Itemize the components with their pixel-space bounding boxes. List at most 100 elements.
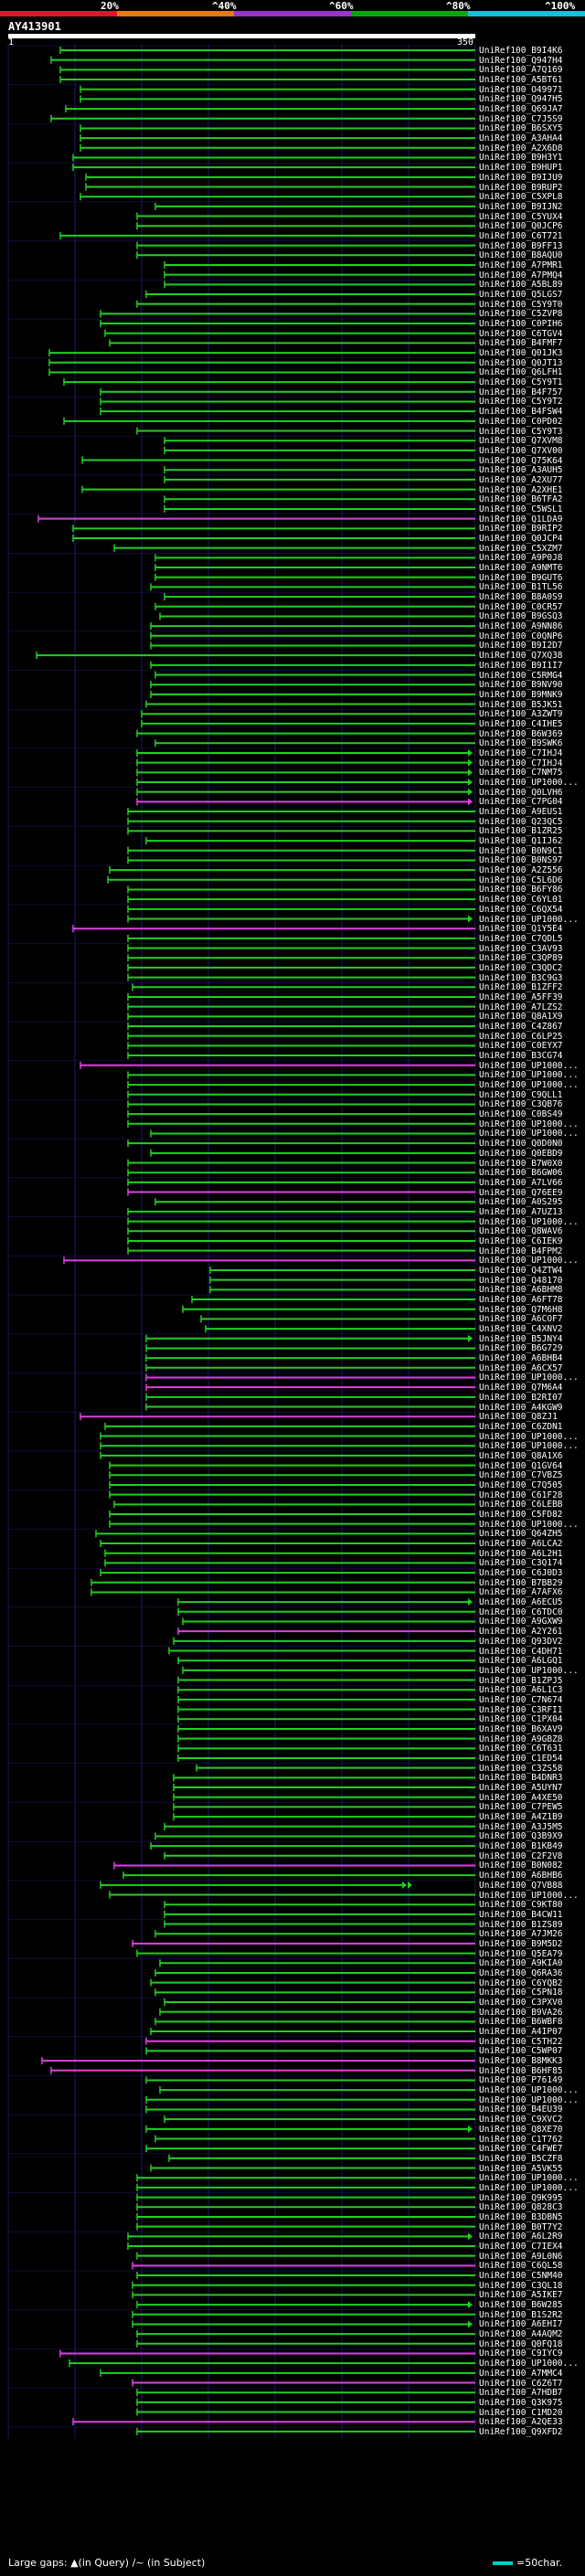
hit-label[interactable]: UniRef100_B6W285 (479, 2300, 563, 2311)
hit-label[interactable]: UniRef100_C0BS49 (479, 1109, 563, 1120)
hit-label[interactable]: UniRef100_A7AFX6 (479, 1587, 563, 1598)
hit-label[interactable]: UniRef100_Q7XVM8 (479, 436, 563, 447)
hit-label[interactable]: UniRef100_A7MMC4 (479, 2368, 563, 2379)
hit-bar[interactable] (100, 1881, 412, 1889)
hit-bar[interactable] (127, 954, 475, 962)
hit-bar[interactable] (173, 1793, 475, 1801)
hit-label[interactable]: UniRef100_B0T7Y2 (479, 2221, 563, 2232)
hit-bar[interactable] (141, 719, 475, 727)
hit-label[interactable]: UniRef100_C5YUX4 (479, 211, 563, 222)
hit-label[interactable]: UniRef100_C9KT80 (479, 1900, 563, 1911)
hit-label[interactable]: UniRef100_Q01JK3 (479, 348, 563, 359)
hit-label[interactable]: UniRef100_A6L1C3 (479, 1685, 563, 1696)
hit-label[interactable]: UniRef100_C0EYX7 (479, 1041, 563, 1052)
hit-bar[interactable] (154, 1832, 475, 1840)
hit-label[interactable]: UniRef100_B6FY86 (479, 885, 563, 896)
hit-bar[interactable] (37, 514, 475, 523)
hit-label[interactable]: UniRef100_B0NS97 (479, 855, 563, 866)
hit-label[interactable]: UniRef100_Q1IJ62 (479, 836, 563, 847)
hit-label[interactable]: UniRef100_Q75K64 (479, 455, 563, 466)
hit-label[interactable]: UniRef100_UP1000... (479, 2173, 579, 2184)
hit-bar[interactable] (145, 837, 475, 845)
hit-bar[interactable] (159, 612, 475, 620)
hit-label[interactable]: UniRef100_C6T631 (479, 1744, 563, 1754)
hit-label[interactable]: UniRef100_C7NM75 (479, 768, 563, 779)
hit-label[interactable]: UniRef100_A6FT78 (479, 1295, 563, 1306)
hit-bar[interactable] (145, 2125, 473, 2133)
hit-bar[interactable] (177, 1754, 475, 1762)
hit-bar[interactable] (196, 1764, 475, 1772)
hit-bar[interactable] (127, 905, 475, 913)
hit-label[interactable]: UniRef100_C3AV93 (479, 943, 563, 954)
hit-bar[interactable] (177, 1607, 475, 1616)
hit-bar[interactable] (127, 1236, 475, 1245)
hit-label[interactable]: UniRef100_UP1000... (479, 1129, 579, 1140)
hit-label[interactable]: UniRef100_A5BL89 (479, 280, 563, 291)
hit-bar[interactable] (136, 2272, 475, 2280)
hit-label[interactable]: UniRef100_Q8XE70 (479, 2124, 563, 2135)
hit-label[interactable]: UniRef100_B6XAV9 (479, 1723, 563, 1734)
hit-label[interactable]: UniRef100_Q828C3 (479, 2202, 563, 2213)
hit-bar[interactable] (150, 1129, 475, 1138)
hit-bar[interactable] (113, 544, 475, 552)
hit-label[interactable]: UniRef100_C3Q174 (479, 1558, 563, 1569)
hit-label[interactable]: UniRef100_Q7VB88 (479, 1880, 563, 1891)
hit-label[interactable]: UniRef100_A7PMQ4 (479, 270, 563, 281)
hit-label[interactable]: UniRef100_B9IJN2 (479, 201, 563, 212)
hit-label[interactable]: UniRef100_C5ZVP8 (479, 309, 563, 320)
hit-bar[interactable] (173, 1637, 475, 1645)
hit-label[interactable]: UniRef100_A6CX57 (479, 1362, 563, 1373)
hit-bar[interactable] (177, 1715, 475, 1723)
hit-bar[interactable] (150, 661, 475, 669)
hit-bar[interactable] (69, 2359, 475, 2368)
hit-label[interactable]: UniRef100_C6ZDN1 (479, 1421, 563, 1432)
hit-bar[interactable] (80, 95, 475, 103)
hit-label[interactable]: UniRef100_Q93DV2 (479, 1636, 563, 1647)
hit-label[interactable]: UniRef100_Q23QC5 (479, 816, 563, 827)
hit-bar[interactable] (80, 143, 475, 152)
hit-bar[interactable] (127, 1071, 475, 1079)
hit-bar[interactable] (59, 76, 475, 84)
hit-label[interactable]: UniRef100_C3QP89 (479, 953, 563, 964)
hit-label[interactable]: UniRef100_A6BHB4 (479, 1353, 563, 1364)
hit-bar[interactable] (136, 2252, 475, 2260)
hit-label[interactable]: UniRef100_C4DH71 (479, 1646, 563, 1657)
hit-bar[interactable] (145, 2037, 475, 2045)
hit-label[interactable]: UniRef100_C3ZS58 (479, 1763, 563, 1774)
hit-label[interactable]: UniRef100_B6WBF8 (479, 2017, 563, 2028)
hit-bar[interactable] (145, 2047, 475, 2055)
hit-label[interactable]: UniRef100_Q1GV64 (479, 1460, 563, 1471)
hit-bar[interactable] (127, 1227, 475, 1235)
hit-bar[interactable] (80, 193, 475, 201)
hit-bar[interactable] (177, 1598, 473, 1606)
hit-label[interactable]: UniRef100_C6YL01 (479, 895, 563, 906)
hit-label[interactable]: UniRef100_Q0LVH6 (479, 787, 563, 798)
hit-label[interactable]: UniRef100_UP1000... (479, 1519, 579, 1530)
hit-label[interactable]: UniRef100_C7IHJ4 (479, 747, 563, 758)
hit-label[interactable]: UniRef100_Q9XFD2 (479, 2426, 563, 2437)
hit-bar[interactable] (109, 339, 475, 347)
hit-label[interactable]: UniRef100_Q8A1X9 (479, 1012, 563, 1023)
hit-bar[interactable] (136, 222, 475, 230)
hit-label[interactable]: UniRef100_B1KB49 (479, 1841, 563, 1852)
hit-bar[interactable] (109, 1490, 475, 1499)
hit-label[interactable]: UniRef100_UP1000... (479, 1256, 579, 1267)
hit-bar[interactable] (164, 475, 475, 483)
hit-bar[interactable] (100, 398, 475, 406)
hit-bar[interactable] (136, 729, 475, 737)
hit-label[interactable]: UniRef100_C5Y9T0 (479, 299, 563, 310)
hit-bar[interactable] (109, 1480, 475, 1489)
hit-label[interactable]: UniRef100_A6LCA2 (479, 1539, 563, 1550)
hit-bar[interactable] (159, 2008, 475, 2016)
hit-bar[interactable] (136, 2389, 475, 2397)
hit-bar[interactable] (177, 1627, 475, 1636)
hit-bar[interactable] (48, 368, 475, 376)
hit-bar[interactable] (145, 700, 475, 708)
hit-label[interactable]: UniRef100_B9HUP1 (479, 163, 563, 174)
hit-bar[interactable] (145, 2105, 475, 2114)
hit-bar[interactable] (150, 583, 475, 591)
hit-label[interactable]: UniRef100_B9NV90 (479, 680, 563, 691)
hit-bar[interactable] (154, 1968, 475, 1977)
hit-bar[interactable] (36, 652, 475, 660)
hit-label[interactable]: UniRef100_UP1000... (479, 1216, 579, 1227)
